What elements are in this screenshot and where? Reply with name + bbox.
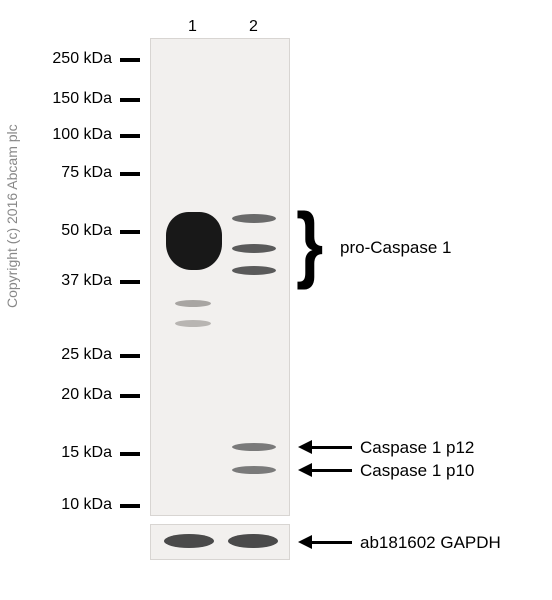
- mw-label-15: 15 kDa: [40, 444, 112, 462]
- mw-tick: [120, 58, 140, 62]
- mw-tick: [120, 354, 140, 358]
- band-lane2-p12: [232, 443, 276, 451]
- mw-tick: [120, 98, 140, 102]
- arrow-head-icon: [298, 535, 312, 549]
- arrow-icon: [298, 535, 352, 549]
- arrow-head-icon: [298, 440, 312, 454]
- arrow-icon: [298, 440, 352, 454]
- mw-tick: [120, 452, 140, 456]
- western-blot-figure: Copyright (c) 2016 Abcam plc 炼石商城 liansh…: [0, 0, 552, 600]
- mw-tick: [120, 230, 140, 234]
- mw-tick: [120, 394, 140, 398]
- mw-tick: [120, 134, 140, 138]
- band-lane2-2: [232, 244, 276, 253]
- arrow-line-icon: [312, 446, 352, 449]
- band-lane1-faint1: [175, 300, 211, 307]
- arrow-line-icon: [312, 469, 352, 472]
- band-gapdh-2: [228, 534, 278, 548]
- brace-icon: }: [296, 201, 323, 285]
- band-lane2-p10: [232, 466, 276, 474]
- band-gapdh-1: [164, 534, 214, 548]
- annotation-caspase-p12: Caspase 1 p12: [360, 438, 474, 458]
- annotation-gapdh: ab181602 GAPDH: [360, 533, 501, 553]
- band-lane1-faint2: [175, 320, 211, 327]
- lane-1-label: 1: [188, 18, 197, 36]
- mw-label-25: 25 kDa: [40, 346, 112, 364]
- lane-2-label: 2: [249, 18, 258, 36]
- band-lane2-3: [232, 266, 276, 275]
- mw-tick: [120, 504, 140, 508]
- band-lane2-1: [232, 214, 276, 223]
- mw-label-37: 37 kDa: [40, 272, 112, 290]
- mw-label-75: 75 kDa: [40, 164, 112, 182]
- copyright-text: Copyright (c) 2016 Abcam plc: [4, 124, 20, 308]
- mw-label-10: 10 kDa: [40, 496, 112, 514]
- mw-label-150: 150 kDa: [40, 90, 112, 108]
- mw-label-100: 100 kDa: [40, 126, 112, 144]
- mw-tick: [120, 172, 140, 176]
- mw-label-250: 250 kDa: [40, 50, 112, 68]
- arrow-head-icon: [298, 463, 312, 477]
- band-lane1-main: [166, 212, 222, 270]
- arrow-icon: [298, 463, 352, 477]
- annotation-caspase-p10: Caspase 1 p10: [360, 461, 474, 481]
- annotation-pro-caspase: pro-Caspase 1: [340, 238, 452, 258]
- mw-label-20: 20 kDa: [40, 386, 112, 404]
- mw-tick: [120, 280, 140, 284]
- arrow-line-icon: [312, 541, 352, 544]
- mw-label-50: 50 kDa: [40, 222, 112, 240]
